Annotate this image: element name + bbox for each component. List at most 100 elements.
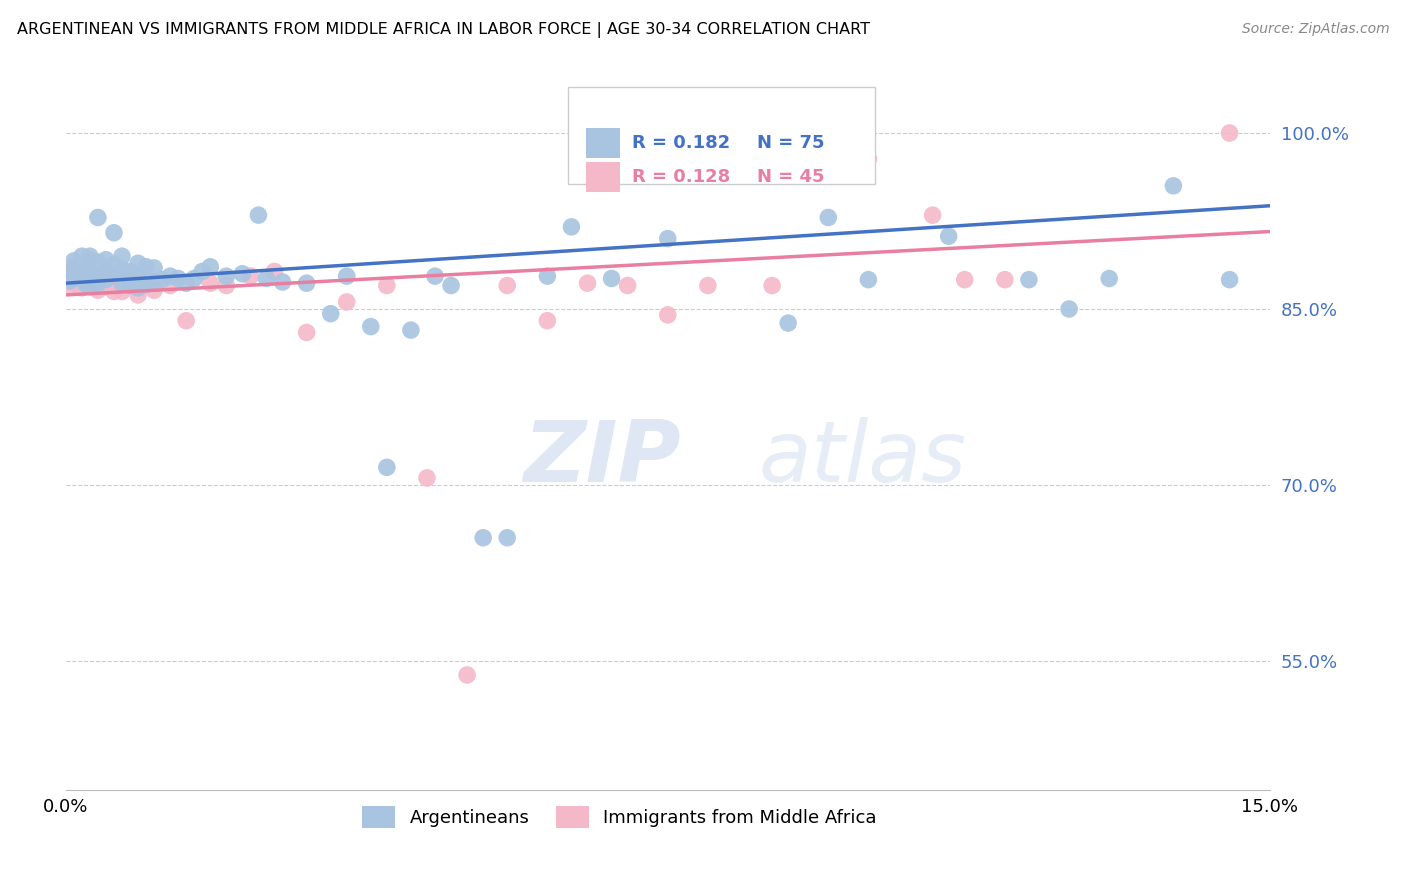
Point	[375, 278, 398, 293]
Point	[174, 314, 197, 328]
Point	[111, 276, 134, 290]
Point	[103, 226, 125, 240]
Legend: Argentineans, Immigrants from Middle Africa: Argentineans, Immigrants from Middle Afr…	[356, 798, 884, 835]
Point	[63, 269, 86, 284]
Point	[87, 255, 110, 269]
Point	[174, 276, 197, 290]
Point	[118, 273, 141, 287]
Point	[94, 279, 117, 293]
Point	[858, 152, 880, 166]
Text: atlas: atlas	[758, 417, 966, 500]
Point	[118, 278, 141, 293]
Point	[616, 278, 638, 293]
Text: N = 75: N = 75	[756, 134, 824, 152]
Point	[70, 281, 93, 295]
FancyBboxPatch shape	[586, 161, 620, 192]
Point	[817, 167, 839, 181]
Point	[127, 281, 149, 295]
Point	[79, 276, 101, 290]
Point	[103, 257, 125, 271]
Point	[858, 273, 880, 287]
Point	[271, 275, 294, 289]
Point	[118, 264, 141, 278]
Point	[94, 264, 117, 278]
Point	[63, 260, 86, 275]
Point	[360, 319, 382, 334]
Point	[111, 285, 134, 299]
Point	[256, 271, 278, 285]
Point	[60, 271, 83, 285]
Point	[135, 277, 157, 292]
Point	[1219, 126, 1241, 140]
Point	[70, 257, 93, 271]
Point	[994, 273, 1017, 287]
Point	[737, 155, 759, 169]
Point	[87, 269, 110, 284]
Point	[657, 308, 679, 322]
Point	[87, 267, 110, 281]
Point	[63, 260, 86, 274]
Point	[456, 668, 478, 682]
Point	[66, 270, 89, 285]
Point	[938, 229, 960, 244]
Point	[778, 316, 800, 330]
Point	[79, 262, 101, 277]
Point	[817, 211, 839, 225]
Point	[159, 278, 181, 293]
Point	[143, 283, 166, 297]
Point	[103, 267, 125, 281]
Point	[94, 264, 117, 278]
Point	[696, 278, 718, 293]
Point	[159, 269, 181, 284]
Point	[295, 326, 318, 340]
Point	[761, 278, 783, 293]
Text: R = 0.128: R = 0.128	[631, 168, 730, 186]
Point	[70, 264, 93, 278]
Point	[94, 252, 117, 267]
Point	[1219, 273, 1241, 287]
Point	[191, 264, 214, 278]
Point	[127, 288, 149, 302]
Point	[1163, 178, 1185, 193]
Point	[59, 278, 82, 293]
Point	[440, 278, 463, 293]
Point	[215, 278, 238, 293]
Point	[79, 279, 101, 293]
Point	[215, 269, 238, 284]
Point	[1018, 273, 1040, 287]
Point	[143, 260, 166, 275]
Point	[536, 269, 558, 284]
Point	[87, 276, 110, 290]
Text: R = 0.182: R = 0.182	[631, 134, 730, 152]
Point	[921, 208, 943, 222]
Point	[66, 274, 89, 288]
Point	[423, 269, 446, 284]
Point	[239, 269, 262, 284]
FancyBboxPatch shape	[586, 128, 620, 158]
Point	[200, 260, 222, 274]
Point	[63, 253, 86, 268]
Point	[103, 285, 125, 299]
Point	[231, 267, 253, 281]
Point	[75, 277, 97, 292]
Point	[103, 271, 125, 285]
Point	[127, 269, 149, 284]
Point	[399, 323, 422, 337]
Text: Source: ZipAtlas.com: Source: ZipAtlas.com	[1241, 22, 1389, 37]
Point	[1057, 301, 1080, 316]
Point	[127, 256, 149, 270]
Point	[696, 149, 718, 163]
Point	[263, 264, 285, 278]
Point	[111, 249, 134, 263]
Point	[63, 264, 86, 278]
Point	[167, 271, 190, 285]
Text: ARGENTINEAN VS IMMIGRANTS FROM MIDDLE AFRICA IN LABOR FORCE | AGE 30-34 CORRELAT: ARGENTINEAN VS IMMIGRANTS FROM MIDDLE AF…	[17, 22, 870, 38]
Point	[1098, 271, 1121, 285]
Point	[576, 276, 599, 290]
Point	[416, 471, 439, 485]
Point	[247, 208, 270, 222]
Point	[319, 307, 342, 321]
Text: N = 45: N = 45	[756, 168, 824, 186]
Point	[496, 278, 519, 293]
Point	[150, 273, 173, 287]
